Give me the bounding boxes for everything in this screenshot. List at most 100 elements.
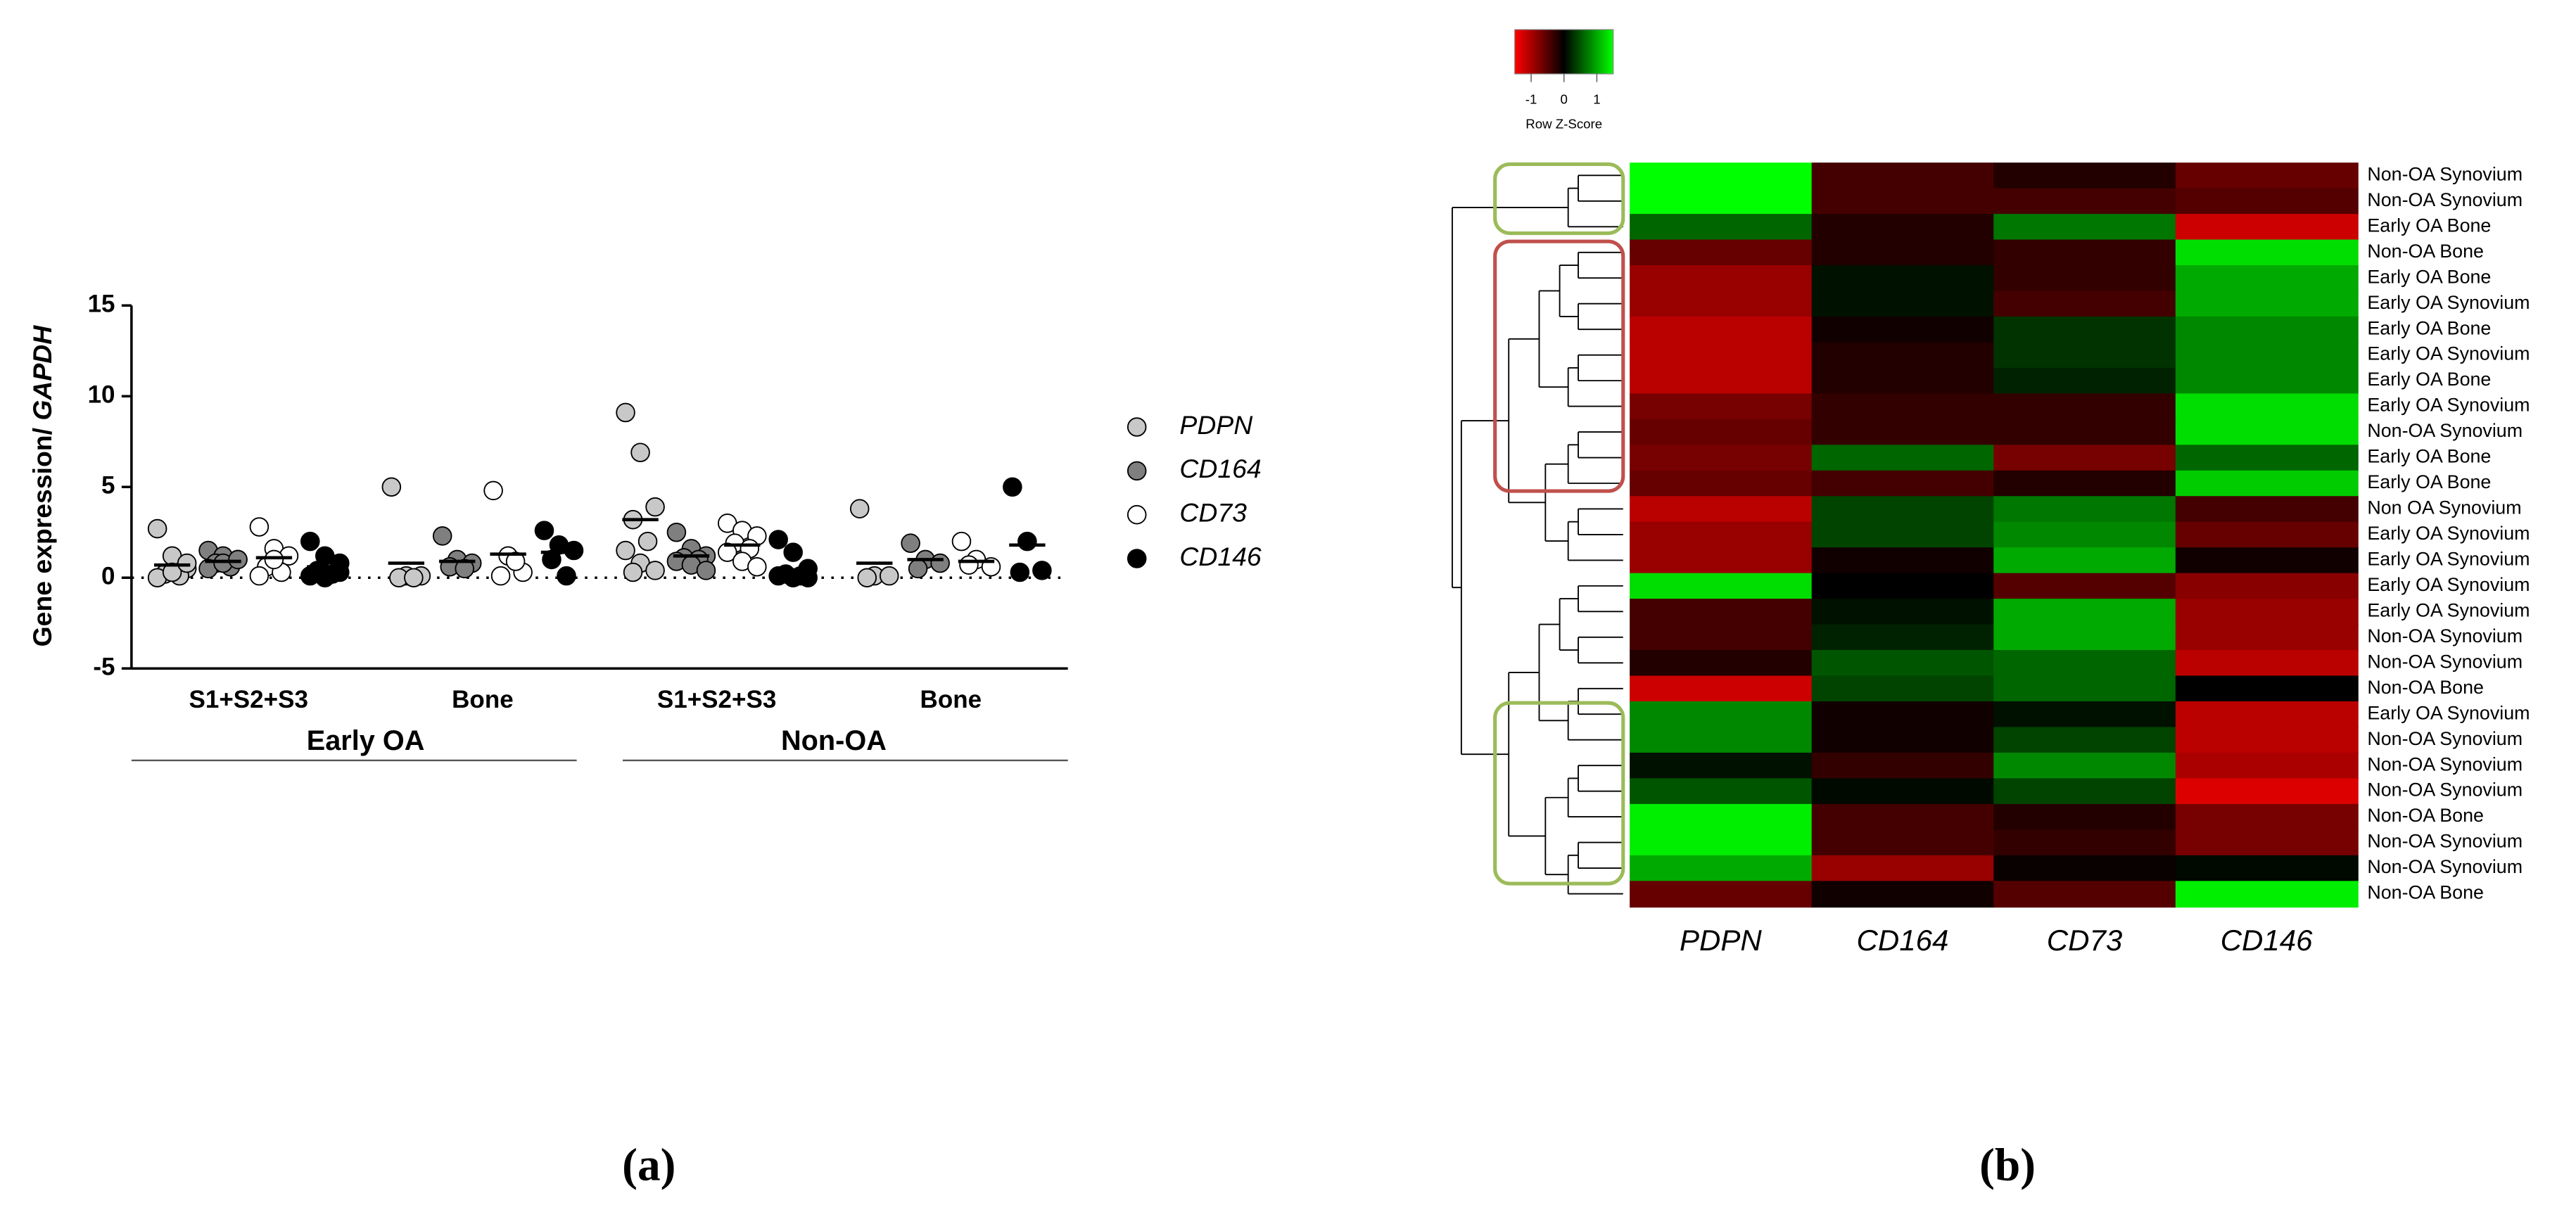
heatmap-cell — [2175, 214, 2359, 241]
data-point — [249, 566, 269, 586]
data-point — [249, 517, 269, 537]
heatmap-cell — [1993, 393, 2177, 421]
data-point — [381, 477, 402, 497]
heatmap-cell — [2175, 675, 2359, 703]
heatmap-cell — [1811, 419, 1995, 446]
data-point — [616, 540, 635, 561]
data-point — [404, 568, 424, 587]
row-label: Early OA Bone — [2367, 266, 2491, 287]
group-label: Non-OA — [781, 725, 887, 756]
heatmap-cell — [2175, 367, 2359, 395]
data-point — [490, 566, 511, 586]
data-point — [623, 562, 643, 582]
heatmap-cell — [1811, 367, 1995, 395]
heatmap-cell — [1811, 265, 1995, 292]
y-tick-label: 5 — [101, 471, 115, 499]
heatmap-cell — [1630, 599, 1813, 625]
heatmap-cell — [1993, 214, 2177, 241]
row-label: Non-OA Bone — [2367, 677, 2484, 698]
data-point — [542, 549, 561, 570]
row-label: Early OA Bone — [2367, 317, 2491, 338]
heatmap-cell — [1993, 342, 2177, 369]
heatmap-cell — [1811, 752, 1995, 779]
y-tick-label: 0 — [101, 562, 115, 590]
data-point — [228, 549, 248, 570]
cluster-box — [1493, 239, 1625, 493]
row-label: Non-OA Synovium — [2367, 831, 2523, 852]
heatmap-cell — [1811, 470, 1995, 497]
heatmap-cell — [2175, 855, 2359, 882]
heatmap-cell — [1993, 624, 2177, 651]
data-point — [857, 568, 877, 587]
heatmap-cell — [1993, 573, 2177, 600]
heatmap-cell — [1993, 803, 2177, 831]
heatmap-cell — [2175, 650, 2359, 677]
heatmap-cell — [1630, 675, 1813, 703]
heatmap-cell — [2175, 803, 2359, 831]
heatmap-cell — [1630, 367, 1813, 395]
data-point — [534, 521, 554, 540]
data-point — [901, 533, 920, 553]
column-label: CD146 — [2221, 924, 2313, 957]
panel-label: (b) — [1979, 1140, 2036, 1190]
heatmap-cell — [1630, 445, 1813, 472]
data-point — [1003, 477, 1022, 497]
heatmap-cell — [2175, 624, 2359, 651]
heatmap-cell — [1993, 650, 2177, 677]
heatmap-cell — [1811, 573, 1995, 600]
heatmap-cell — [1993, 316, 2177, 343]
row-label: Early OA Synovium — [2367, 292, 2530, 313]
legend-marker — [1127, 417, 1147, 437]
data-point — [666, 522, 687, 542]
heatmap-cell — [1811, 855, 1995, 882]
heatmap-cell — [1630, 239, 1813, 267]
heatmap-cell — [1630, 188, 1813, 215]
heatmap-cell — [1993, 599, 2177, 625]
heatmap-cell — [2175, 881, 2359, 908]
heatmap-cell — [1811, 342, 1995, 369]
y-tick-label: 15 — [88, 291, 115, 318]
heatmap-cell — [2175, 701, 2359, 728]
x-tick-label: S1+S2+S3 — [189, 686, 308, 713]
data-point — [747, 556, 767, 577]
data-point — [557, 566, 576, 586]
heatmap-cell — [1811, 393, 1995, 421]
legend-label: CD164 — [1179, 454, 1261, 483]
heatmap-cell — [1993, 163, 2177, 190]
row-label: Early OA Synovium — [2367, 523, 2530, 544]
row-label: Non-OA Synovium — [2367, 163, 2523, 184]
heatmap-cell — [1993, 701, 2177, 728]
data-point — [483, 480, 503, 501]
row-label: Non-OA Synovium — [2367, 753, 2523, 775]
row-label: Early OA Bone — [2367, 471, 2491, 492]
heatmap-cell — [2175, 239, 2359, 267]
data-point — [1010, 562, 1030, 582]
row-label: Non-OA Bone — [2367, 241, 2484, 262]
heatmap-cell — [1630, 829, 1813, 857]
colorbar — [1514, 29, 1614, 75]
heatmap-cell — [2175, 419, 2359, 446]
colorbar-tick-label: 0 — [1561, 91, 1568, 106]
heatmap-cell — [2175, 521, 2359, 549]
row-label: Non-OA Synovium — [2367, 779, 2523, 801]
heatmap-cell — [1630, 701, 1813, 728]
data-point — [177, 553, 197, 573]
data-point — [645, 561, 665, 580]
heatmap-cell — [1993, 727, 2177, 754]
row-label: Non-OA Synovium — [2367, 625, 2523, 646]
data-point — [849, 499, 870, 518]
heatmap-cell — [1811, 521, 1995, 549]
heatmap-cell — [1811, 445, 1995, 472]
heatmap-cell — [2175, 778, 2359, 805]
data-point — [1017, 531, 1037, 552]
heatmap-cell — [1630, 752, 1813, 779]
legend-label: PDPN — [1179, 410, 1252, 440]
heatmap-cell — [1630, 624, 1813, 651]
panel-label: (a) — [622, 1140, 675, 1190]
heatmap-cell — [1630, 393, 1813, 421]
heatmap-cell — [1811, 214, 1995, 241]
heatmap-cell — [2175, 727, 2359, 754]
legend-marker — [1127, 549, 1147, 568]
data-point — [630, 442, 650, 462]
heatmap-cell — [1630, 214, 1813, 241]
